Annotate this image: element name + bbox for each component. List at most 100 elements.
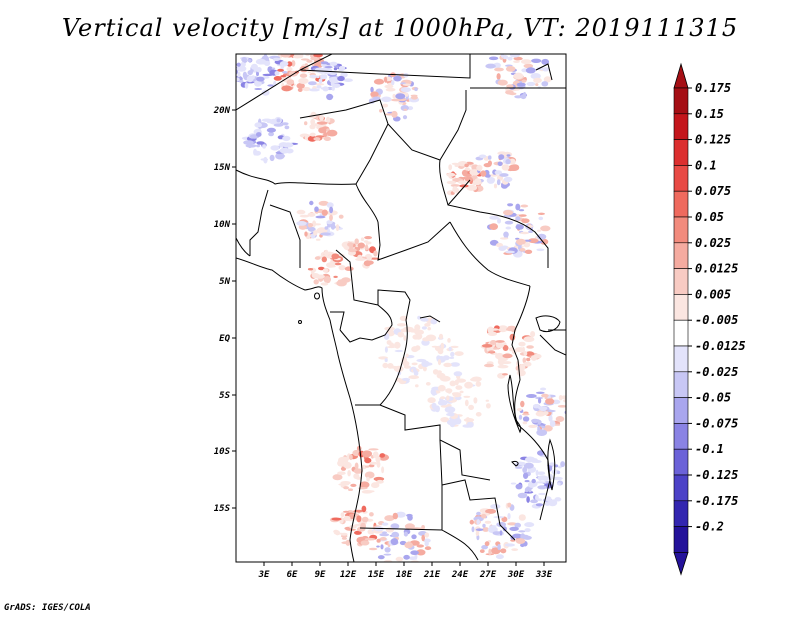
- border: [511, 285, 531, 381]
- field-speckle: [535, 411, 546, 417]
- field-speckle: [524, 49, 529, 53]
- field-speckle: [395, 511, 406, 518]
- field-speckle: [507, 325, 516, 329]
- field-speckle: [414, 329, 424, 335]
- field-speckle: [493, 183, 498, 189]
- field-speckle: [485, 399, 489, 402]
- field-speckle: [322, 268, 329, 273]
- field-speckle: [515, 224, 524, 230]
- field-speckle: [402, 377, 411, 381]
- lon-label: 21E: [423, 570, 441, 580]
- field-speckle: [503, 209, 514, 216]
- field-speckle: [505, 159, 511, 165]
- field-speckle: [535, 481, 547, 484]
- field-speckle: [391, 110, 398, 118]
- field-speckle: [392, 93, 396, 99]
- field-speckle: [260, 158, 269, 161]
- field-speckle: [464, 399, 469, 407]
- field-speckle: [236, 62, 241, 67]
- colorbar-swatch: [673, 474, 689, 502]
- field-speckle: [499, 530, 503, 536]
- field-speckle: [331, 86, 335, 91]
- field-speckle: [386, 340, 392, 345]
- field-speckle: [506, 50, 516, 54]
- field-speckle: [442, 355, 450, 361]
- field-speckle: [326, 202, 334, 208]
- field-speckle: [261, 89, 270, 96]
- field-speckle: [422, 366, 427, 372]
- lon-label: 6E: [287, 570, 298, 580]
- field-speckle: [448, 346, 452, 351]
- field-speckle: [299, 214, 310, 218]
- field-speckle: [383, 553, 392, 556]
- field-speckle: [537, 212, 546, 215]
- field-speckle: [440, 417, 450, 423]
- field-speckle: [370, 91, 379, 97]
- field-speckle: [475, 531, 480, 536]
- field-speckle: [525, 67, 536, 74]
- field-speckle: [530, 355, 538, 361]
- field-speckle: [373, 476, 385, 482]
- island: [298, 320, 302, 324]
- border: [359, 439, 443, 531]
- field-speckle: [308, 88, 320, 92]
- field-speckle: [497, 218, 501, 224]
- field-speckle: [498, 49, 503, 52]
- field-speckle: [347, 470, 351, 477]
- colorbar-label: -0.2: [695, 520, 724, 534]
- field-speckle: [384, 84, 394, 89]
- field-speckle: [527, 225, 534, 228]
- field-speckle: [306, 59, 313, 63]
- field-speckle: [281, 122, 289, 126]
- field-speckle: [501, 516, 508, 523]
- field-speckle: [524, 528, 531, 533]
- field-speckle: [526, 345, 534, 349]
- field-speckle: [310, 56, 320, 61]
- field-speckle: [414, 87, 418, 92]
- colorbar-swatch: [673, 268, 689, 295]
- latitude-axis: 20N 15N 10N 5N EQ 5S 10S 15S: [213, 106, 236, 514]
- field-speckle: [394, 349, 403, 353]
- field-speckle: [320, 61, 329, 65]
- field-speckle: [254, 122, 262, 128]
- field-speckle: [447, 338, 451, 343]
- field-speckle: [535, 469, 539, 476]
- field-speckle: [479, 549, 485, 553]
- field-speckle: [487, 160, 492, 166]
- field-speckle: [411, 346, 419, 353]
- field-speckle: [515, 483, 523, 490]
- field-speckle: [291, 60, 296, 67]
- colorbar-swatch: [673, 294, 689, 321]
- field-speckle: [284, 125, 290, 130]
- field-speckle: [360, 540, 370, 546]
- field-speckle: [487, 155, 492, 160]
- field-speckle: [253, 150, 261, 156]
- field-speckle: [403, 108, 408, 111]
- field-speckle: [266, 127, 276, 133]
- field-speckle: [269, 154, 275, 162]
- field-speckle: [357, 254, 363, 260]
- field-speckle: [524, 249, 533, 254]
- field-speckle: [255, 132, 262, 137]
- field-speckle: [524, 480, 530, 483]
- field-speckle: [396, 323, 407, 327]
- field-speckle: [309, 124, 316, 130]
- border: [449, 221, 531, 287]
- field-speckle: [282, 142, 294, 148]
- field-speckle: [523, 91, 527, 98]
- map-frame: [235, 53, 567, 563]
- field-speckle: [340, 481, 351, 485]
- field-speckle: [236, 77, 240, 82]
- field-speckle: [561, 395, 566, 400]
- border: [330, 311, 345, 331]
- field-speckle: [501, 164, 510, 171]
- field-speckle: [535, 503, 544, 507]
- field-speckle: [475, 528, 484, 531]
- field-speckle: [310, 118, 316, 126]
- field-speckle: [517, 408, 522, 412]
- field-speckle: [489, 215, 499, 220]
- field-speckle: [333, 275, 338, 278]
- field-speckle: [466, 421, 474, 428]
- field-speckle: [405, 353, 409, 358]
- field-speckle: [256, 71, 259, 77]
